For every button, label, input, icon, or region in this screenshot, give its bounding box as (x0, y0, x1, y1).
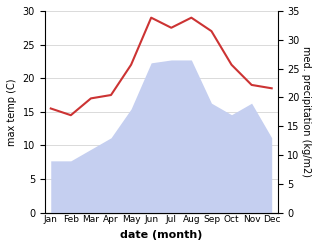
X-axis label: date (month): date (month) (120, 230, 203, 240)
Y-axis label: max temp (C): max temp (C) (7, 78, 17, 145)
Y-axis label: med. precipitation (kg/m2): med. precipitation (kg/m2) (301, 46, 311, 177)
